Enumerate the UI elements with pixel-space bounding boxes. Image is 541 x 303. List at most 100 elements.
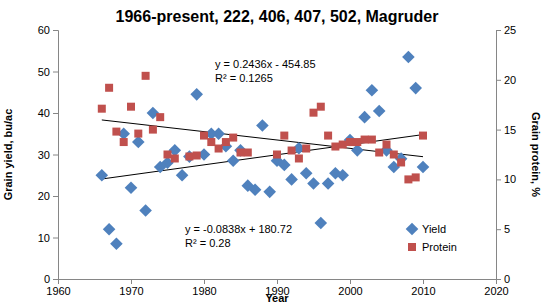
point (273, 151, 281, 159)
x-tick-label: 2020 (484, 285, 508, 297)
y-tick-mark (53, 72, 58, 73)
point (300, 167, 313, 180)
point (127, 103, 135, 111)
point (390, 151, 398, 159)
annotation: R² = 0.1265 (215, 72, 273, 84)
y2-tick: 25 (496, 24, 516, 36)
point (244, 149, 252, 157)
y2-tick-label: 10 (504, 173, 516, 185)
x-tick-label: 1960 (46, 285, 70, 297)
y-tick: 30 (38, 149, 58, 161)
y-tick-mark (53, 196, 58, 197)
x-tick-label: 2000 (338, 285, 362, 297)
y2-tick: 10 (496, 173, 516, 185)
y2-axis-line (497, 31, 502, 280)
y2-tick-mark (496, 30, 501, 31)
y-tick-label: 20 (38, 190, 50, 202)
y2-axis: 0 5 10 15 20 25 (496, 24, 516, 285)
x-tick-mark (423, 279, 424, 284)
y2-tick-label: 5 (504, 223, 510, 235)
point (229, 134, 237, 142)
point (285, 173, 298, 186)
y2-axis-title: Grain protein, % (530, 112, 541, 197)
point (132, 136, 145, 149)
y2-tick-mark (496, 80, 501, 81)
point (278, 159, 291, 172)
y-tick-mark (53, 155, 58, 156)
x-axis-line (59, 280, 497, 285)
x-tick-label: 1980 (192, 285, 216, 297)
point (120, 138, 128, 146)
y-tick: 50 (38, 66, 58, 78)
y2-tick-mark (496, 279, 501, 280)
point (139, 204, 152, 217)
y2-tick-mark (496, 130, 501, 131)
point (317, 103, 325, 111)
point (302, 145, 310, 153)
point (295, 154, 303, 162)
point (383, 141, 391, 149)
y-tick: 20 (38, 190, 58, 202)
legend: YieldProtein (406, 223, 457, 253)
y-tick-label: 10 (38, 232, 50, 244)
x-tick-mark (131, 279, 132, 284)
x-tick-mark (350, 279, 351, 284)
point (156, 113, 164, 121)
point (222, 138, 230, 146)
y2-tick: 0 (496, 273, 510, 285)
point (142, 72, 150, 80)
point (237, 149, 245, 157)
point (256, 119, 269, 132)
y-axis: 0102030405060 (38, 24, 59, 285)
point (110, 237, 123, 250)
x-tick: 1970 (119, 279, 143, 297)
point (215, 145, 223, 153)
point (417, 161, 430, 174)
plot-area (96, 51, 430, 250)
y2-tick-label: 25 (504, 24, 516, 36)
annotation: y = -0.0838x + 180.72 (185, 223, 292, 235)
point (412, 173, 420, 181)
point (185, 152, 193, 160)
y2-tick-mark (496, 229, 501, 230)
trend-line (102, 135, 423, 179)
legend-label: Protein (422, 241, 457, 253)
point (134, 130, 142, 138)
y-tick-label: 60 (38, 24, 50, 36)
legend-marker (406, 223, 419, 236)
trend-line (102, 120, 423, 157)
point (207, 138, 215, 146)
point (346, 138, 354, 146)
point (375, 149, 383, 157)
point (419, 132, 427, 140)
point (125, 181, 138, 194)
point (98, 105, 106, 113)
y-tick: 10 (38, 232, 58, 244)
y2-tick-label: 15 (504, 124, 516, 136)
x-tick-label: 1970 (119, 285, 143, 297)
y2-tick: 5 (496, 223, 510, 235)
point (310, 109, 318, 117)
x-tick: 1980 (192, 279, 216, 297)
y2-tick-mark (496, 179, 501, 180)
y2-tick-label: 20 (504, 74, 516, 86)
point (336, 169, 349, 182)
legend-marker (408, 243, 416, 251)
point (368, 136, 376, 144)
point (331, 143, 339, 151)
x-tick-label: 2010 (411, 285, 435, 297)
point (373, 105, 386, 118)
point (263, 186, 276, 199)
point (353, 138, 361, 146)
point (176, 169, 189, 182)
y-tick-label: 50 (38, 66, 50, 78)
point (164, 151, 172, 159)
annotation: R² = 0.28 (185, 237, 231, 249)
point (112, 128, 120, 136)
y-tick: 40 (38, 107, 58, 119)
point (324, 132, 332, 140)
point (288, 147, 296, 155)
point (409, 82, 422, 95)
point (315, 217, 328, 230)
x-tick: 2000 (338, 279, 362, 297)
